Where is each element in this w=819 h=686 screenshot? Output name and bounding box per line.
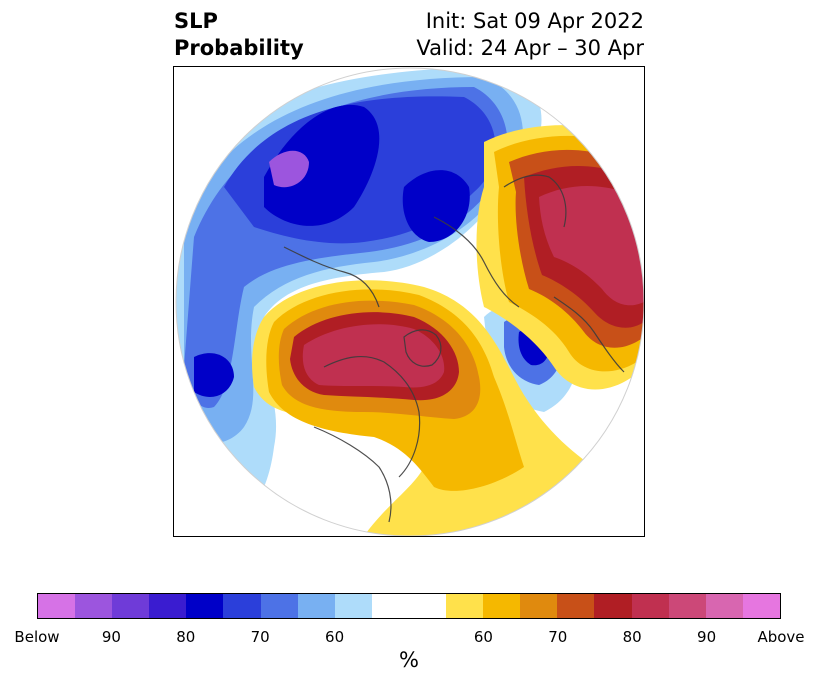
colorbar-segment (149, 594, 187, 618)
colorbar-segment (334, 594, 372, 618)
colorbar-segment (408, 594, 447, 618)
colorbar-tick-label: 80 (622, 628, 642, 646)
below-region-85 (264, 104, 380, 226)
colorbar-segment (742, 594, 780, 618)
colorbar-tick-label: 80 (176, 628, 196, 646)
colorbar-tick-label: 70 (250, 628, 270, 646)
init-date: Init: Sat 09 Apr 2022 (425, 9, 644, 33)
colorbar-segment (594, 594, 632, 618)
colorbar-segment (631, 594, 669, 618)
colorbar-segment (705, 594, 743, 618)
below-region-85b (402, 170, 470, 242)
colorbar-segment (38, 594, 76, 618)
chart-title-left: SLP Probability (174, 8, 304, 62)
colorbar-segment (297, 594, 335, 618)
globe-edge (175, 67, 644, 536)
valid-range: Valid: 24 Apr – 30 Apr (416, 36, 644, 60)
colorbar-segment (520, 594, 558, 618)
colorbar-tick-label: 70 (548, 628, 568, 646)
above-region-85 (302, 324, 445, 388)
colorbar (37, 593, 781, 619)
colorbar-segment (557, 594, 595, 618)
map-panel (173, 66, 645, 537)
colorbar-segment (668, 594, 706, 618)
colorbar-segment (186, 594, 224, 618)
colorbar-segment (446, 594, 484, 618)
colorbar-segment (260, 594, 298, 618)
colorbar-segment (371, 594, 409, 618)
title-type: Probability (174, 36, 304, 60)
colorbar-tick-label: 60 (325, 628, 345, 646)
chart-title-right: Init: Sat 09 Apr 2022 Valid: 24 Apr – 30… (416, 8, 644, 62)
colorbar-tick-label: 60 (473, 628, 493, 646)
colorbar-segment (112, 594, 150, 618)
colorbar-tick-label: 90 (697, 628, 717, 646)
probability-map (175, 67, 644, 536)
below-region-85c (194, 353, 234, 397)
colorbar-tick-label: Above (757, 628, 805, 646)
colorbar-segment (75, 594, 113, 618)
colorbar-tick-label: 90 (101, 628, 121, 646)
colorbar-unit: % (399, 648, 419, 672)
colorbar-segment (483, 594, 521, 618)
coastlines (283, 174, 625, 523)
title-variable: SLP (174, 9, 218, 33)
colorbar-tick-label: Below (14, 628, 60, 646)
below-region-95 (269, 150, 309, 188)
colorbar-segment (223, 594, 261, 618)
